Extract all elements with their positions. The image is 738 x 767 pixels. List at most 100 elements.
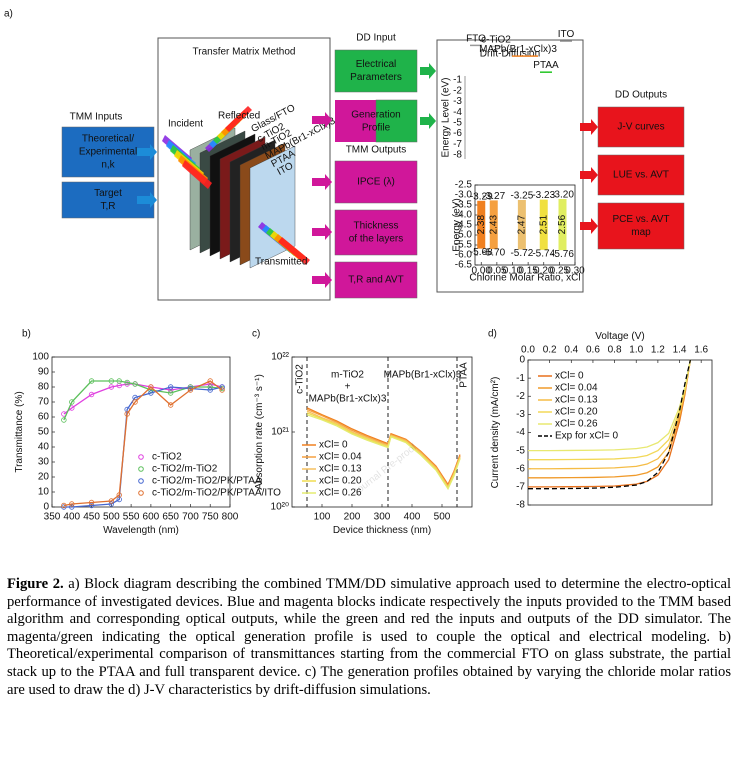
y-tick-label: -4: [516, 427, 525, 438]
caption-text: a) Block diagram describing the combined…: [7, 576, 732, 698]
y-tick-label: 50: [38, 427, 50, 438]
y-tick-label: -4.0: [455, 210, 473, 221]
y-tick-label: -6: [516, 463, 525, 474]
arrow: [137, 144, 157, 160]
transmitted-ray: [278, 237, 310, 265]
y-tick-label: -1: [516, 373, 525, 384]
bar-gap-label: 2.43: [488, 215, 499, 235]
series-marker: [124, 381, 130, 387]
section-title: DD Input: [356, 33, 396, 44]
y-axis-label: Transmittance (%): [14, 391, 25, 472]
x-tick-label: 0.6: [586, 345, 600, 356]
series-marker: [61, 504, 67, 510]
output-box: [334, 209, 418, 256]
x-tick-label: 100: [314, 512, 331, 523]
arrow: [137, 192, 157, 208]
panel-label: b): [22, 329, 31, 340]
panel-label: c): [252, 329, 260, 340]
dd-input-box-text: Electrical: [356, 59, 397, 70]
section-title: Transfer Matrix Method: [193, 47, 296, 58]
x-tick-label: 750: [202, 512, 219, 523]
arrow: [312, 174, 332, 190]
arrow: [420, 63, 436, 79]
legend-label: xCl= 0.04: [319, 452, 362, 463]
section-title: DD Outputs: [615, 90, 667, 101]
x-tick-label: 0.30: [565, 266, 585, 277]
bar-bottom-label: -5.70: [482, 248, 505, 259]
input-box-text: n,k: [101, 160, 115, 171]
legend-label: xCl= 0.26: [319, 488, 362, 499]
x-tick-label: 550: [123, 512, 140, 523]
bar-gap-label: 2.56: [557, 214, 568, 234]
arrow: [580, 119, 598, 135]
legend-label: xCl= 0: [555, 371, 584, 382]
bar-top-label: -3.27: [482, 191, 505, 202]
series-line: [63, 380, 223, 507]
y-tick-label: 10: [38, 487, 50, 498]
bar-bottom-label: -5.74: [532, 248, 555, 259]
x-tick-label: 0.20: [534, 266, 554, 277]
x-tick-label: 1.6: [694, 345, 708, 356]
generation-left: [335, 100, 376, 142]
series-marker: [69, 399, 75, 405]
y-tick-label: -3.5: [455, 200, 473, 211]
series-marker: [207, 384, 213, 390]
generation-right: [375, 99, 418, 143]
section-title: TMM Outputs: [346, 145, 407, 156]
bar-bottom-label: -5.68: [470, 247, 493, 258]
legend-swatch: [138, 466, 144, 472]
band-tick-label: -1: [453, 75, 462, 86]
series-marker: [88, 378, 95, 384]
region-label: PTAA: [459, 362, 470, 388]
band-tick-label: -4: [453, 107, 462, 118]
gap-bar: [558, 199, 567, 251]
x-tick-label: 500: [103, 512, 120, 523]
x-axis-label: Device thickness (nm): [333, 525, 431, 536]
x-tick-label: 450: [83, 512, 100, 523]
y-tick-label: 0: [519, 355, 525, 366]
input-box-text: Target: [94, 188, 122, 199]
gap-bar: [477, 200, 486, 249]
bar-top-label: -3.20: [551, 190, 574, 201]
x-tick-label: 0.4: [564, 345, 578, 356]
arrow: [312, 224, 332, 240]
band-ylabel: Energy Level (eV): [441, 77, 452, 157]
region-label: c-TiO2: [295, 364, 306, 394]
gap-bar: [539, 199, 548, 250]
region-label: MAPb(Br1-xClx)3: [309, 394, 387, 405]
x-tick-label: 0.15: [518, 266, 538, 277]
legend-label: xCl= 0.20: [319, 476, 362, 487]
caption-label: Figure 2.: [7, 576, 64, 592]
band-layer: [540, 71, 552, 73]
legend-swatch: [138, 478, 144, 484]
band-layer-label: c-TiO2: [481, 34, 511, 45]
x-tick-label: 600: [143, 512, 160, 523]
legend-swatch: [138, 490, 144, 496]
band-tick-label: -5: [453, 117, 462, 128]
series-marker: [148, 390, 154, 396]
series-marker: [132, 399, 138, 405]
dd-input-box: [334, 49, 418, 93]
bar-top-label: -3.29: [470, 191, 493, 202]
x-axis-label: Voltage (V): [595, 331, 644, 342]
bar-gap-label: 2.51: [538, 215, 549, 235]
x-axis-label: Chlorine Molar Ratio, xCl: [469, 273, 580, 284]
y-tick-label: 10²¹: [271, 427, 289, 438]
y-tick-label: -5.0: [455, 230, 473, 241]
reflected-ray: [225, 106, 252, 132]
x-tick-label: 1.0: [629, 345, 643, 356]
dd-output-box: [597, 106, 685, 148]
band-layer-label: FTO: [466, 33, 486, 44]
series-line: [528, 359, 691, 461]
y-tick-label: 10²⁰: [271, 502, 289, 513]
bar-gap-label: 2.38: [476, 215, 487, 235]
output-box: [334, 160, 418, 204]
x-axis-label: Wavelength (nm): [103, 525, 179, 536]
stack-label: Transmitted: [255, 257, 307, 268]
legend-label: c-TiO2: [152, 452, 182, 463]
y-tick-label: 60: [38, 412, 50, 423]
band-layer-label: ITO: [558, 29, 575, 40]
series-marker: [88, 502, 95, 509]
